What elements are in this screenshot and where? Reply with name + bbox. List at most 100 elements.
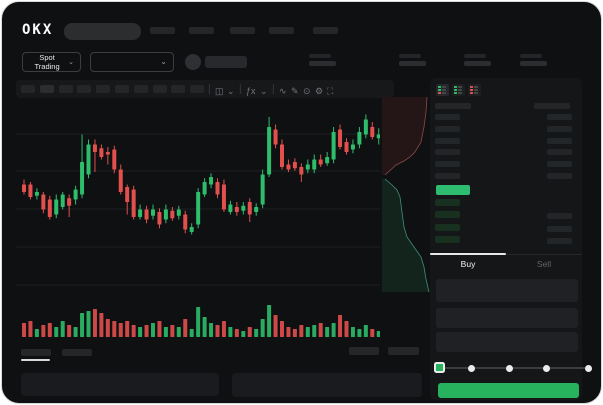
volume-bar — [273, 315, 278, 337]
book-both-icon[interactable] — [436, 84, 449, 96]
volume-bar — [80, 313, 85, 337]
volume-bar — [67, 325, 72, 337]
candle-body — [350, 144, 355, 150]
volume-bar — [325, 327, 330, 337]
indicators-icon[interactable]: ƒx — [246, 86, 256, 96]
slider-dot[interactable] — [543, 365, 550, 372]
amount-input[interactable] — [436, 308, 578, 328]
ask-price-placeholder[interactable] — [435, 137, 460, 144]
chevron-down-icon[interactable]: ⌄ — [260, 86, 268, 96]
slider-dot[interactable] — [585, 365, 592, 372]
pair-selector-dropdown[interactable]: ⌄ — [90, 52, 174, 72]
ask-amount-placeholder[interactable] — [547, 114, 572, 120]
bid-amount-placeholder[interactable] — [547, 225, 572, 232]
book-sell-icon[interactable] — [468, 84, 481, 96]
buy-button[interactable] — [438, 383, 579, 398]
search-input[interactable] — [64, 23, 141, 40]
chart-footer-box-1[interactable] — [349, 347, 379, 355]
ask-price-placeholder[interactable] — [435, 125, 460, 132]
draw-tool-icon[interactable]: ✎ — [291, 86, 299, 96]
ask-amount-placeholder[interactable] — [547, 161, 572, 168]
interval-button[interactable] — [133, 85, 148, 93]
candle-body — [318, 159, 323, 165]
depth-bid-line — [384, 178, 430, 293]
amount-slider-handle[interactable] — [434, 362, 445, 373]
volume-bar — [86, 311, 91, 337]
camera-icon[interactable]: ⊙ — [303, 86, 311, 96]
volume-bar — [28, 321, 33, 337]
amount-slider-track[interactable] — [439, 367, 589, 369]
slider-dot[interactable] — [506, 365, 513, 372]
volume-bar — [144, 325, 149, 337]
interval-button[interactable] — [58, 85, 73, 93]
icon-gray-lines — [442, 86, 446, 94]
ask-price-placeholder[interactable] — [435, 173, 460, 179]
interval-button[interactable] — [77, 85, 92, 93]
icon-bar — [454, 89, 457, 91]
bottom-active-tab-indicator — [21, 359, 50, 361]
bid-price-placeholder[interactable] — [435, 211, 460, 219]
volume-bar — [131, 325, 136, 337]
bid-price-placeholder[interactable] — [435, 235, 460, 243]
price-input[interactable] — [436, 279, 578, 302]
icon-line — [442, 89, 446, 91]
interval-button[interactable] — [21, 85, 35, 93]
bottom-tab-orders[interactable] — [21, 349, 51, 356]
last-price-bar[interactable] — [436, 185, 470, 195]
volume-bar — [99, 313, 104, 337]
candle-body — [338, 129, 343, 147]
volume-bar — [73, 327, 78, 337]
volume-bar — [228, 327, 233, 337]
icon-bar — [454, 86, 457, 88]
market-type-dropdown[interactable]: Spot Trading ⌄ — [22, 52, 81, 72]
active-tab-indicator — [430, 253, 506, 255]
ask-price-placeholder[interactable] — [435, 149, 460, 156]
volume-bar — [338, 315, 343, 337]
chart-footer-box-2[interactable] — [388, 347, 419, 355]
orderbook-view-toggles — [436, 84, 481, 96]
icon-bar — [454, 92, 457, 94]
line-tool-icon[interactable]: ∿ — [279, 86, 287, 96]
interval-button[interactable] — [39, 85, 54, 93]
bid-amount-placeholder[interactable] — [547, 237, 572, 244]
ask-amount-placeholder[interactable] — [547, 149, 572, 156]
trade-tabs-divider — [430, 254, 582, 255]
interval-button[interactable] — [96, 85, 111, 93]
fullscreen-icon[interactable]: ⛶ — [327, 86, 334, 96]
candle-body — [370, 127, 375, 137]
nav-item[interactable] — [313, 27, 338, 34]
candle-type-icon[interactable]: ◫ — [215, 86, 224, 96]
candle-body — [202, 182, 207, 195]
slider-dot[interactable] — [468, 365, 475, 372]
chevron-down-icon[interactable]: ⌄ — [227, 86, 235, 96]
ask-amount-placeholder[interactable] — [547, 125, 572, 132]
ask-price-placeholder[interactable] — [435, 161, 460, 168]
bid-price-placeholder[interactable] — [435, 199, 460, 206]
candle-body — [170, 210, 175, 219]
depth-bid-area — [382, 179, 429, 292]
interval-button[interactable] — [115, 85, 129, 93]
interval-button[interactable] — [152, 85, 167, 93]
tab-sell[interactable]: Sell — [536, 259, 552, 269]
interval-button[interactable] — [171, 85, 186, 93]
book-buy-icon[interactable] — [452, 84, 465, 96]
nav-item[interactable] — [150, 27, 175, 34]
tab-buy[interactable]: Buy — [460, 259, 476, 269]
bid-amount-placeholder[interactable] — [547, 213, 572, 220]
bid-price-placeholder[interactable] — [435, 223, 460, 231]
interval-button[interactable] — [190, 85, 205, 93]
candlestick-chart[interactable] — [16, 98, 380, 360]
volume-bar — [280, 321, 284, 337]
total-input[interactable] — [436, 332, 578, 352]
settings-icon[interactable]: ⚙ — [315, 86, 324, 96]
nav-item[interactable] — [230, 27, 255, 34]
bottom-tab-history[interactable] — [62, 349, 92, 356]
nav-item[interactable] — [189, 27, 214, 34]
nav-item[interactable] — [269, 27, 294, 34]
ask-amount-placeholder[interactable] — [547, 173, 572, 179]
ask-amount-placeholder[interactable] — [547, 137, 572, 144]
volume-bar — [151, 323, 155, 337]
icon-line — [474, 92, 478, 94]
ask-price-placeholder[interactable] — [435, 114, 460, 120]
